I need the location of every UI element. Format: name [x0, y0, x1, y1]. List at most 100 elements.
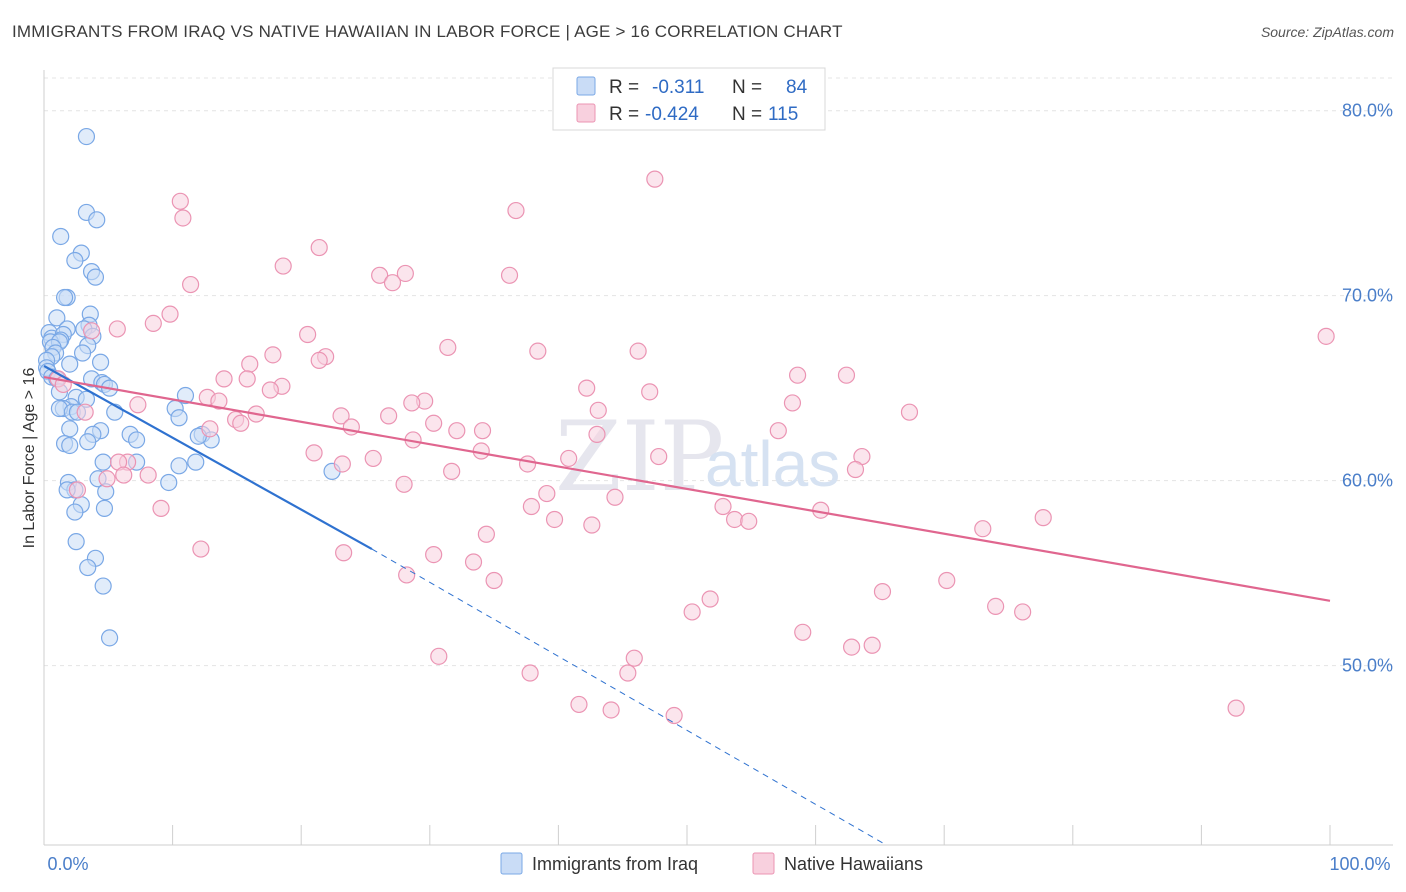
hawaiian-point	[108, 320, 126, 338]
hawaiian-point	[701, 590, 719, 608]
hawaiian-point	[439, 338, 457, 357]
hawaiian-point	[974, 520, 992, 538]
legend-r-value-iraq: -0.311	[652, 77, 704, 98]
legend-box-frame	[552, 67, 826, 131]
hawaiian-point	[619, 664, 637, 682]
hawaiian-point	[588, 425, 606, 443]
iraq-point	[52, 227, 70, 246]
iraq-point	[66, 251, 84, 270]
hawaiian-point	[987, 597, 1005, 615]
legend-n-label-iraq: N =	[732, 77, 762, 98]
legend-r-label-hawaiian: R =	[609, 104, 639, 125]
hawaiian-point	[232, 414, 250, 432]
iraq-point	[55, 288, 74, 307]
bottom-legend-label-iraq: Immigrants from Iraq	[532, 854, 698, 874]
hawaiian-point	[443, 462, 461, 480]
series-legend: Immigrants from Iraq Native Hawaiians	[500, 852, 923, 875]
hawaiian-point	[332, 407, 350, 425]
legend-r-value-hawaiian: -0.424	[645, 104, 699, 125]
hawaiian-point	[863, 636, 881, 654]
iraq-point	[187, 453, 205, 471]
iraq-point	[91, 353, 110, 371]
hawaiian-point	[129, 396, 147, 414]
hawaiian-point	[578, 379, 596, 397]
hawaiian-point	[68, 481, 87, 499]
hawaiian-point	[305, 444, 323, 462]
iraq-point	[94, 453, 112, 471]
iraq-point	[100, 629, 119, 647]
bottom-legend-swatch-iraq	[500, 852, 523, 875]
hawaiian-point	[1317, 327, 1335, 345]
hawaiian-point	[583, 516, 601, 534]
hawaiian-point	[171, 192, 189, 210]
iraq-point	[170, 409, 188, 427]
hawaiian-point	[371, 266, 389, 284]
hawaiian-point	[201, 420, 219, 438]
iraq-point	[77, 127, 96, 146]
iraq-point	[61, 355, 79, 373]
hawaiian-point	[518, 455, 537, 473]
axes: 50.0% 60.0% 70.0% 80.0% 0.0% 100.0% In Labor F…	[21, 70, 1393, 874]
hawaiian-point	[485, 571, 503, 590]
hawaiian-point	[215, 370, 233, 388]
legend-swatch-hawaiian	[576, 103, 596, 123]
hawaiian-point	[477, 525, 495, 543]
hawaiian-point	[843, 638, 861, 656]
hawaiian-point	[152, 499, 170, 517]
hawaiian-point	[1034, 509, 1052, 527]
y-axis-title: In Labor Force | Age > 16	[21, 368, 38, 549]
hawaiian-point	[725, 510, 744, 529]
hawaiian-point	[299, 325, 317, 344]
hawaiian-point	[629, 342, 647, 360]
hawaiian-point	[472, 442, 490, 460]
y-tick-label-1: 60.0%	[1342, 471, 1393, 491]
correlation-legend: R = -0.311 N = 84 R = -0.424 N = 115	[552, 67, 826, 131]
iraq-point	[127, 431, 146, 449]
hawaiian-point	[76, 403, 94, 421]
y-tick-label-0: 50.0%	[1342, 656, 1393, 676]
hawaiian-point	[873, 582, 892, 601]
hawaiian-point	[380, 407, 398, 425]
hawaiian-point	[82, 322, 101, 340]
hawaiian-point	[398, 566, 416, 584]
hawaiian-point	[646, 170, 664, 188]
iraq-point	[176, 386, 195, 405]
hawaiian-point	[665, 706, 683, 725]
hawaiian-point	[714, 497, 732, 516]
x-tick-label-max: 100.0%	[1329, 854, 1390, 874]
hawaiian-point	[448, 422, 466, 440]
bottom-legend-swatch-hawaiian	[752, 852, 775, 875]
iraq-point	[67, 533, 85, 551]
hawaiian-point	[602, 701, 620, 719]
iraq-point	[66, 503, 84, 521]
hawaiian-point	[625, 649, 643, 667]
hawaiian-point	[545, 510, 564, 529]
hawaiian-point	[383, 274, 402, 292]
hawaiian-point	[403, 394, 421, 412]
hawaiian-point	[769, 422, 787, 440]
hawaiian-point	[650, 447, 668, 466]
bottom-legend-label-hawaiian: Native Hawaiians	[784, 854, 923, 874]
watermark-zip: ZIP	[555, 401, 724, 513]
hawaiian-point	[139, 466, 157, 484]
hawaiian-point	[683, 603, 701, 621]
iraq-point	[79, 558, 97, 577]
hawaiian-point	[900, 403, 919, 421]
iraq-point	[73, 344, 92, 362]
watermark: ZIP atlas	[555, 401, 840, 513]
hawaiian-point	[570, 695, 588, 714]
hawaiian-trend-line	[43, 375, 1331, 602]
hawaiian-point	[210, 392, 228, 410]
watermark-atlas: atlas	[705, 428, 840, 500]
legend-r-label-iraq: R =	[609, 77, 639, 98]
hawaiian-point	[1014, 603, 1032, 621]
iraq-point	[88, 211, 106, 229]
iraq-trend-line	[43, 364, 373, 551]
iraq-point	[79, 433, 97, 451]
legend-n-value-hawaiian: 115	[768, 104, 798, 125]
hawaiian-point	[425, 546, 443, 564]
y-tick-label-3: 80.0%	[1342, 101, 1393, 121]
iraq-point	[61, 420, 79, 438]
hawaiian-point	[264, 346, 282, 364]
hawaiian-point	[238, 370, 256, 388]
